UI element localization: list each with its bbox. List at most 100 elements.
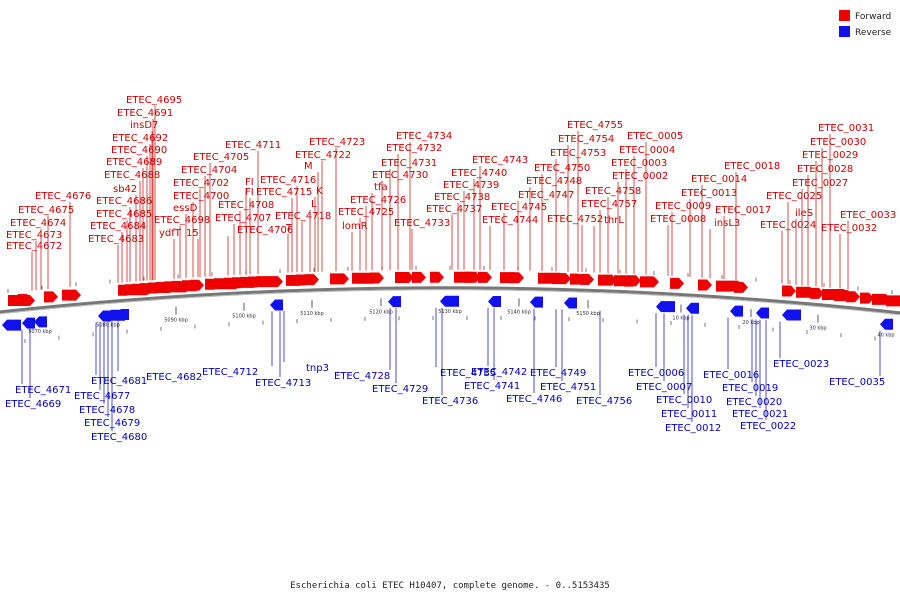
forward-gene-label: ETEC_0033 bbox=[840, 210, 896, 221]
forward-gene-arrow bbox=[395, 272, 414, 284]
forward-gene-label: ETEC_4718 bbox=[275, 211, 331, 222]
forward-gene-label: ETEC_4743 bbox=[472, 155, 528, 166]
reverse-gene-label: ETEC_0035 bbox=[829, 377, 885, 388]
forward-gene-label: ETEC_4700 bbox=[173, 191, 229, 202]
forward-gene-label: ETEC_0005 bbox=[627, 131, 683, 142]
forward-gene-label: ETEC_4739 bbox=[443, 180, 499, 191]
tick-label: 30 kbp bbox=[809, 326, 826, 332]
forward-gene-label: ETEC_4732 bbox=[386, 143, 442, 154]
forward-gene-label: L bbox=[311, 199, 317, 210]
genome-backbone-shadow bbox=[0, 289, 900, 316]
forward-gene-label: ETEC_4688 bbox=[104, 170, 160, 181]
forward-gene-label: ETEC_4705 bbox=[193, 152, 249, 163]
forward-gene-arrow bbox=[580, 273, 594, 285]
forward-gene-label: ETEC_4691 bbox=[117, 108, 173, 119]
genome-caption: Escherichia coli ETEC H10407, complete g… bbox=[290, 581, 610, 591]
forward-gene-label: ETEC_4745 bbox=[491, 202, 547, 213]
forward-gene-label: ETEC_4674 bbox=[10, 218, 66, 229]
forward-gene-label: ETEC_4676 bbox=[35, 191, 91, 202]
reverse-gene-label: ETEC_0019 bbox=[722, 383, 778, 394]
tick-label: 20 kbp bbox=[742, 320, 759, 326]
forward-gene-label: ETEC_0031 bbox=[818, 123, 874, 134]
forward-gene-label: T bbox=[285, 223, 293, 234]
legend: Forward Reverse bbox=[839, 10, 892, 38]
forward-gene-label: ETEC_0003 bbox=[611, 158, 667, 169]
forward-gene-label: ETEC_0002 bbox=[612, 171, 668, 182]
forward-gene-label: ETEC_4752 bbox=[547, 214, 603, 225]
reverse-genes: ETEC_4671 ETEC_4669 ETEC_4681 ETEC_4677 ETEC… bbox=[2, 295, 893, 443]
forward-gene-arrow bbox=[810, 287, 824, 299]
forward-gene-label: ETEC_4686 bbox=[96, 196, 152, 207]
forward-gene-label: lomR bbox=[342, 221, 368, 232]
reverse-gene-arrow bbox=[530, 296, 543, 308]
reverse-gene-label: tnp3 bbox=[306, 363, 329, 374]
forward-gene-arrow bbox=[846, 291, 860, 303]
reverse-gene-label: ETEC_4669 bbox=[5, 399, 61, 410]
forward-gene-arrow bbox=[860, 292, 874, 304]
reverse-gene-label: ETEC_4712 bbox=[202, 367, 258, 378]
forward-gene-arrow bbox=[18, 293, 32, 305]
reverse-gene-label: ETEC_0007 bbox=[636, 382, 692, 393]
forward-gene-label: insD7 bbox=[130, 120, 158, 131]
forward-gene-label: ETEC_0025 bbox=[766, 191, 822, 202]
forward-gene-label: FI bbox=[245, 177, 254, 188]
reverse-gene-arrow bbox=[730, 305, 743, 317]
forward-gene-arrow bbox=[886, 295, 900, 307]
forward-gene-arrow bbox=[305, 274, 319, 286]
tick-label: 5070 kbp bbox=[28, 329, 52, 335]
tick-label: 10 kbp bbox=[672, 315, 689, 321]
forward-gene-label: FI bbox=[245, 187, 254, 198]
reverse-gene-label: ETEC_0016 bbox=[703, 370, 759, 381]
tick-label: 5120 kbp bbox=[369, 309, 393, 315]
forward-gene-label: ETEC_4730 bbox=[372, 170, 428, 181]
reverse-gene-label: ETEC_0010 bbox=[656, 395, 712, 406]
forward-gene-label: K bbox=[316, 186, 323, 197]
tick-label: 40 kbp bbox=[877, 332, 894, 338]
forward-gene-arrow bbox=[734, 281, 748, 293]
reverse-gene-label: ETEC_4736 bbox=[422, 396, 478, 407]
reverse-gene-label: ETEC_4682 bbox=[146, 372, 202, 383]
forward-gene-arrow bbox=[464, 271, 478, 283]
reverse-gene-arrow bbox=[116, 308, 129, 320]
forward-gene-label: ETEC_4698 bbox=[154, 215, 210, 226]
forward-gene-arrow bbox=[698, 279, 712, 291]
forward-gene-label: thrL bbox=[604, 215, 624, 226]
forward-gene-label: ydfT bbox=[159, 228, 182, 239]
forward-gene-arrow bbox=[640, 276, 659, 288]
reverse-gene-arrow bbox=[782, 309, 801, 321]
forward-gene-label: ETEC_4685 bbox=[96, 209, 152, 220]
reverse-gene-label: ETEC_0012 bbox=[665, 423, 721, 434]
forward-gene-arrow bbox=[478, 271, 492, 283]
forward-gene-label: ETEC_4740 bbox=[451, 168, 507, 179]
forward-gene-label: ETEC_4689 bbox=[106, 157, 162, 168]
legend-reverse-swatch bbox=[839, 26, 850, 37]
reverse-gene-label: ETEC_4751 bbox=[540, 382, 596, 393]
reverse-gene-arrow bbox=[440, 295, 459, 307]
forward-gene-label: ETEC_4715 bbox=[256, 187, 312, 198]
reverse-gene-label: ETEC_4749 bbox=[530, 368, 586, 379]
reverse-gene-arrow bbox=[98, 310, 111, 322]
forward-gene-label: ETEC_4706 bbox=[237, 225, 293, 236]
reverse-gene-label: ETEC_4756 bbox=[576, 396, 632, 407]
forward-gene-label: ETEC_4690 bbox=[111, 145, 167, 156]
forward-gene-label: ETEC_4734 bbox=[396, 131, 452, 142]
forward-gene-arrow bbox=[256, 276, 283, 288]
forward-gene-label: tfa bbox=[374, 182, 388, 193]
forward-gene-arrow bbox=[598, 274, 617, 286]
reverse-gene-arrow bbox=[686, 302, 699, 314]
reverse-gene-label: ETEC_0020 bbox=[726, 397, 782, 408]
reverse-gene-arrow bbox=[656, 301, 675, 313]
forward-gene-label: M bbox=[304, 161, 313, 172]
forward-gene-label: ETEC_0008 bbox=[650, 214, 706, 225]
legend-reverse-label: Reverse bbox=[855, 28, 892, 38]
forward-gene-label: ETEC_4672 bbox=[6, 241, 62, 252]
reverse-gene-label: ETEC_4735 bbox=[440, 368, 496, 379]
reverse-gene-label: ETEC_0006 bbox=[628, 368, 684, 379]
forward-gene-label: ETEC_0014 bbox=[691, 174, 747, 185]
tick-label: 5140 kbp bbox=[507, 309, 531, 315]
tick-label: 5150 kbp bbox=[576, 311, 600, 317]
forward-gene-label: essD bbox=[173, 203, 198, 214]
forward-gene-arrow bbox=[412, 271, 426, 283]
